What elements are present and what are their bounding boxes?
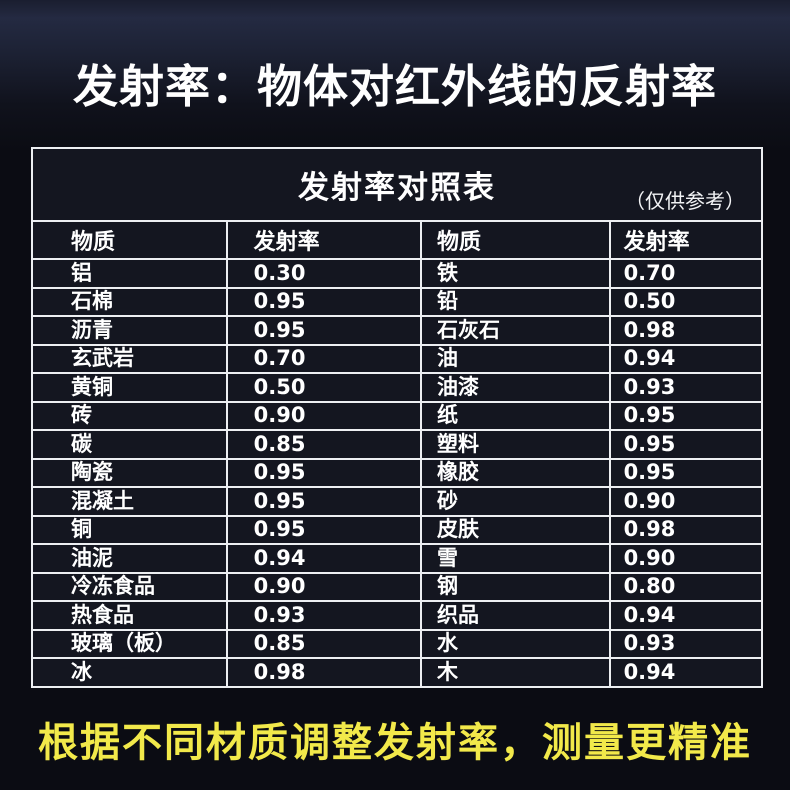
value-cell: 0.90	[225, 401, 422, 430]
material-cell: 混凝土	[71, 488, 134, 513]
material-cell: 铜	[71, 517, 92, 542]
table-row: 石棉 0.95 铅 0.50	[33, 287, 761, 316]
material-cell: 皮肤	[420, 515, 610, 544]
material-cell: 铝	[71, 260, 92, 285]
value-cell: 0.94	[608, 601, 761, 630]
table-row: 热食品 0.93 织品 0.94	[33, 601, 761, 630]
value-cell: 0.95	[225, 458, 422, 487]
value-cell: 0.50	[608, 287, 761, 316]
value-cell: 0.95	[225, 487, 422, 516]
value-cell: 0.93	[608, 629, 761, 658]
table-row: 玄武岩 0.70 油 0.94	[33, 344, 761, 373]
table-row: 混凝土 0.95 砂 0.90	[33, 487, 761, 516]
value-cell: 0.94	[608, 344, 761, 373]
material-cell: 石灰石	[420, 316, 610, 345]
column-header-material-right: 物质	[420, 222, 610, 259]
value-cell: 0.90	[225, 572, 422, 601]
value-cell: 0.95	[608, 430, 761, 459]
material-cell: 织品	[420, 601, 610, 630]
value-cell: 0.94	[608, 658, 761, 686]
value-cell: 0.85	[225, 430, 422, 459]
value-cell: 0.98	[608, 316, 761, 345]
emissivity-table-body: 铝 0.30 铁 0.70 石棉 0.95 铅 0.50 沥青 0.95 石灰石 0.98 玄武岩 0.7…	[33, 259, 761, 686]
value-cell: 0.98	[225, 658, 422, 686]
table-row: 碳 0.85 塑料 0.95	[33, 430, 761, 459]
value-cell: 0.80	[608, 572, 761, 601]
table-row: 砖 0.90 纸 0.95	[33, 401, 761, 430]
material-cell: 砖	[71, 403, 92, 428]
column-header-material-left: 物质	[71, 230, 116, 255]
material-cell: 水	[420, 629, 610, 658]
table-title: 发射率对照表	[298, 170, 496, 206]
header-row: 物质 发射率 物质 发射率	[33, 222, 761, 259]
value-cell: 0.90	[608, 487, 761, 516]
value-cell: 0.93	[608, 373, 761, 402]
table-title-row: 发射率对照表 （仅供参考）	[33, 149, 761, 222]
value-cell: 0.90	[608, 544, 761, 573]
material-cell: 冰	[71, 659, 92, 684]
table-row: 冷冻食品 0.90 钢 0.80	[33, 572, 761, 601]
material-cell: 黄铜	[71, 374, 113, 399]
material-cell: 纸	[420, 401, 610, 430]
material-cell: 木	[420, 658, 610, 686]
emissivity-grid: 物质 发射率 物质 发射率 铝 0.30 铁 0.70 石棉 0.95 铅 0.50 沥青 0.9…	[33, 222, 761, 686]
table-reference-note: （仅供参考）	[625, 189, 745, 213]
material-cell: 热食品	[71, 602, 134, 627]
value-cell: 0.95	[225, 316, 422, 345]
footer-note: 根据不同材质调整发射率，测量更精准	[38, 720, 752, 766]
table-row: 黄铜 0.50 油漆 0.93	[33, 373, 761, 402]
value-cell: 0.93	[225, 601, 422, 630]
value-cell: 0.94	[225, 544, 422, 573]
table-row: 陶瓷 0.95 橡胶 0.95	[33, 458, 761, 487]
value-cell: 0.95	[608, 401, 761, 430]
table-row: 玻璃（板） 0.85 水 0.93	[33, 629, 761, 658]
table-row: 沥青 0.95 石灰石 0.98	[33, 316, 761, 345]
material-cell: 沥青	[71, 317, 113, 342]
table-row: 冰 0.98 木 0.94	[33, 658, 761, 686]
material-cell: 油	[420, 344, 610, 373]
value-cell: 0.85	[225, 629, 422, 658]
value-cell: 0.50	[225, 373, 422, 402]
material-cell: 油泥	[71, 545, 113, 570]
value-cell: 0.98	[608, 515, 761, 544]
material-cell: 陶瓷	[71, 460, 113, 485]
material-cell: 砂	[420, 487, 610, 516]
material-cell: 塑料	[420, 430, 610, 459]
material-cell: 钢	[420, 572, 610, 601]
table-header: 物质 发射率 物质 发射率	[33, 222, 761, 259]
table-row: 油泥 0.94 雪 0.90	[33, 544, 761, 573]
material-cell: 铁	[420, 259, 610, 288]
emissivity-table: 发射率对照表 （仅供参考） 物质 发射率 物质 发射率 铝 0.30 铁 0.70 石棉…	[31, 147, 763, 688]
material-cell: 雪	[420, 544, 610, 573]
material-cell: 碳	[71, 431, 92, 456]
value-cell: 0.70	[225, 344, 422, 373]
value-cell: 0.30	[225, 259, 422, 288]
material-cell: 铅	[420, 287, 610, 316]
value-cell: 0.95	[225, 515, 422, 544]
material-cell: 玄武岩	[71, 346, 134, 371]
table-row: 铜 0.95 皮肤 0.98	[33, 515, 761, 544]
value-cell: 0.95	[225, 287, 422, 316]
column-header-emissivity-right: 发射率	[608, 222, 761, 259]
column-header-emissivity-left: 发射率	[225, 222, 422, 259]
material-cell: 冷冻食品	[71, 574, 155, 599]
material-cell: 油漆	[420, 373, 610, 402]
table-row: 铝 0.30 铁 0.70	[33, 259, 761, 288]
material-cell: 石棉	[71, 289, 113, 314]
page-title: 发射率：物体对红外线的反射率	[72, 60, 717, 113]
material-cell: 橡胶	[420, 458, 610, 487]
material-cell: 玻璃（板）	[71, 631, 176, 656]
value-cell: 0.70	[608, 259, 761, 288]
value-cell: 0.95	[608, 458, 761, 487]
